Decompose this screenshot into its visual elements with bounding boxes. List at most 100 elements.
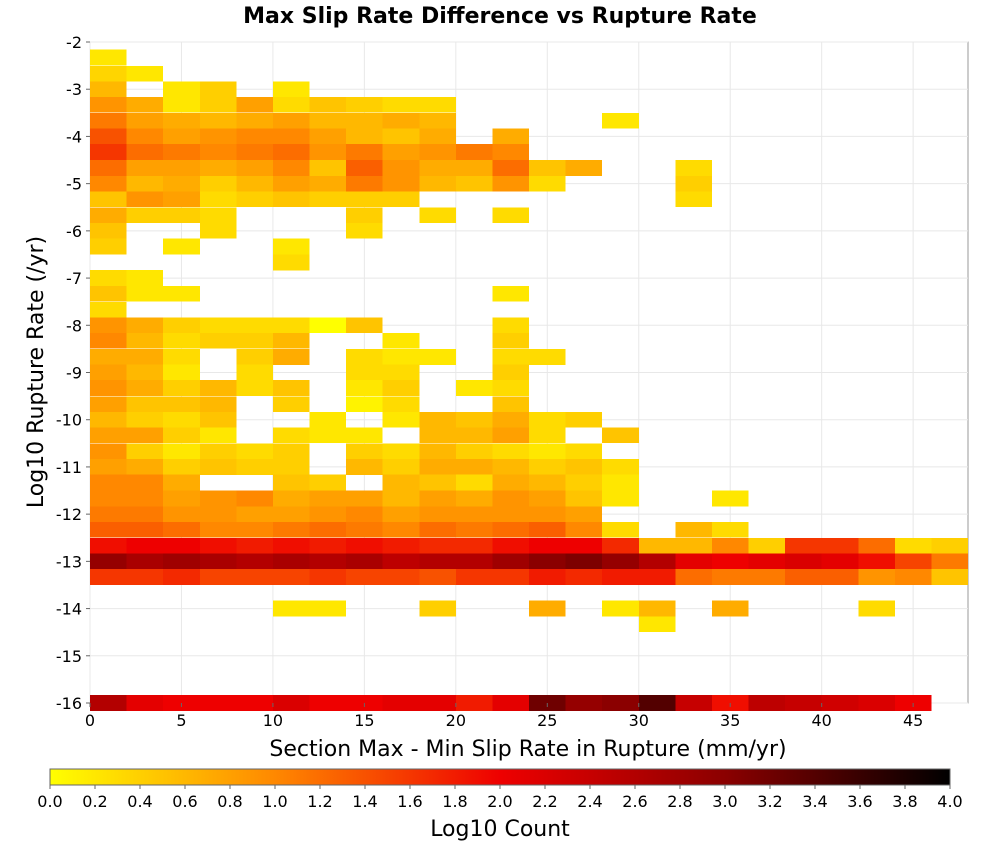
heatmap-cell xyxy=(455,443,493,460)
heatmap-cell xyxy=(236,521,273,538)
heatmap-cell xyxy=(638,695,676,711)
heatmap-cell xyxy=(675,695,712,711)
heatmap-cell xyxy=(529,349,566,365)
heatmap-cell xyxy=(163,207,200,224)
heatmap-cell xyxy=(272,490,310,507)
heatmap-cell xyxy=(529,411,566,428)
heatmap-cell xyxy=(492,285,529,302)
heatmap-cell xyxy=(126,160,164,176)
heatmap-cell xyxy=(529,506,566,523)
heatmap-cell xyxy=(309,128,347,145)
heatmap-cell xyxy=(90,380,127,396)
y-tick-label: -9 xyxy=(66,364,82,383)
heatmap-cell xyxy=(638,537,676,554)
heatmap-cell xyxy=(858,553,895,570)
heatmap-cell xyxy=(419,695,456,711)
heatmap-cell xyxy=(199,521,237,538)
heatmap-cell xyxy=(492,427,529,444)
heatmap-cell xyxy=(309,191,347,208)
colorbar-tick-label: 0.0 xyxy=(37,792,62,811)
colorbar-tick-label: 1.0 xyxy=(262,792,287,811)
chart-title: Max Slip Rate Difference vs Rupture Rate xyxy=(243,4,757,29)
heatmap-cell xyxy=(419,537,456,554)
heatmap-cell xyxy=(199,490,237,507)
heatmap-cell xyxy=(894,537,932,554)
x-tick-label: 25 xyxy=(537,711,557,730)
heatmap-cell xyxy=(126,175,164,192)
heatmap-cell xyxy=(346,112,383,129)
heatmap-cell xyxy=(455,695,493,711)
heatmap-cell xyxy=(272,396,310,413)
heatmap-cell xyxy=(126,411,164,428)
heatmap-cell xyxy=(309,521,347,538)
heatmap-cell xyxy=(565,490,603,507)
heatmap-cell xyxy=(419,349,456,365)
heatmap-cell xyxy=(272,238,310,255)
heatmap-cell xyxy=(382,380,420,396)
heatmap-cell xyxy=(236,569,273,585)
heatmap-cell xyxy=(382,553,420,570)
heatmap-cell xyxy=(126,537,164,554)
heatmap-cell xyxy=(90,521,127,538)
heatmap-cell xyxy=(163,411,200,428)
heatmap-cell xyxy=(90,443,127,460)
colorbar-ticks: 0.0 0.2 0.4 0.6 0.8 1.0 1.2 1.4 1.6 1.8 2.0 2.2 2.4 2… xyxy=(37,785,963,811)
heatmap-cell xyxy=(272,521,310,538)
colorbar-tick-label: 3.6 xyxy=(847,792,872,811)
heatmap-cell xyxy=(858,600,895,617)
heatmap-cell xyxy=(126,317,164,334)
heatmap-cell xyxy=(346,144,383,160)
heatmap-cell xyxy=(199,112,237,129)
heatmap-cell xyxy=(419,553,456,570)
heatmap-cell xyxy=(90,349,127,365)
heatmap-cell xyxy=(90,474,127,491)
heatmap-cell xyxy=(382,695,420,711)
heatmap-cell xyxy=(90,459,127,475)
y-tick-label: -5 xyxy=(66,175,82,194)
x-tick-label: 20 xyxy=(446,711,466,730)
heatmap-cell xyxy=(90,238,127,255)
heatmap-cell xyxy=(382,537,420,554)
heatmap-cell xyxy=(419,96,456,113)
heatmap-cell xyxy=(346,364,383,381)
heatmap-cell xyxy=(199,128,237,145)
heatmap-cell xyxy=(199,427,237,444)
heatmap-cell xyxy=(236,506,273,523)
heatmap-cell xyxy=(675,175,712,192)
heatmap-cell xyxy=(272,128,310,145)
colorbar-tick-label: 2.2 xyxy=(532,792,557,811)
heatmap-cell xyxy=(163,81,200,98)
heatmap-cell xyxy=(90,191,127,208)
heatmap-cell xyxy=(199,222,237,239)
heatmap-cell xyxy=(455,506,493,523)
heatmap-cell xyxy=(199,569,237,585)
heatmap-cell xyxy=(455,553,493,570)
heatmap-cell xyxy=(565,160,603,176)
heatmap-cell xyxy=(236,191,273,208)
heatmap-cell xyxy=(455,175,493,192)
heatmap-cell xyxy=(675,553,712,570)
heatmap-cell xyxy=(163,490,200,507)
heatmap-cell xyxy=(199,144,237,160)
heatmap-cell xyxy=(492,160,529,176)
heatmap-cell xyxy=(90,285,127,302)
heatmap-cell xyxy=(272,474,310,491)
heatmap-cell xyxy=(199,207,237,224)
heatmap-cell xyxy=(638,600,676,617)
heatmap-cell xyxy=(90,49,127,66)
heatmap-cell xyxy=(309,175,347,192)
heatmap-cell xyxy=(199,553,237,570)
colorbar-tick-label: 3.0 xyxy=(712,792,737,811)
heatmap-cell xyxy=(126,695,164,711)
heatmap-cell xyxy=(529,459,566,475)
heatmap-cell xyxy=(638,553,676,570)
colorbar-label: Log10 Count xyxy=(430,817,570,842)
heatmap-cell xyxy=(346,160,383,176)
heatmap-cell xyxy=(236,349,273,365)
x-tick-label: 40 xyxy=(811,711,831,730)
heatmap-cell xyxy=(309,144,347,160)
heatmap-cell xyxy=(163,553,200,570)
heatmap-cell xyxy=(272,427,310,444)
heatmap-cell xyxy=(455,411,493,428)
heatmap-cell xyxy=(272,160,310,176)
